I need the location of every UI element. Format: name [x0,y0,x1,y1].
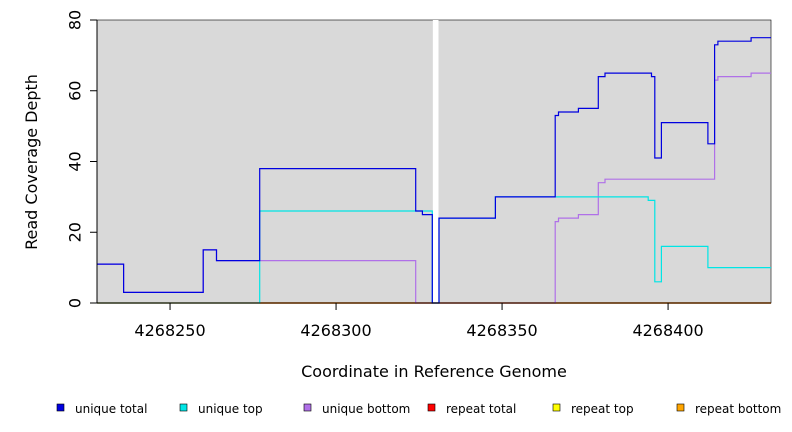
legend-label-2: unique bottom [322,402,410,416]
coverage-gap-layer [432,20,439,303]
x-tick-label: 4268250 [134,321,205,340]
x-tick-label: 4268300 [300,321,371,340]
y-tick-label: 60 [66,81,85,101]
legend-swatch-3 [427,403,436,412]
x-tick-label: 4268400 [632,321,703,340]
y-tick-label: 0 [66,298,85,308]
legend-swatch-0 [56,403,65,412]
legend-label-1: unique top [198,402,263,416]
y-tick-label: 20 [66,222,85,242]
y-axis-title: Read Coverage Depth [22,74,41,250]
legend-swatch-2 [303,403,312,412]
legend-label-5: repeat bottom [695,402,781,416]
x-axis-title: Coordinate in Reference Genome [301,362,567,381]
coverage-gap [432,20,439,303]
legend-swatch-1 [179,403,188,412]
axis-layer: 0 20 40 60 80 4268250 4268300 4268350 4268400 [66,10,771,340]
legend-label-0: unique total [75,402,147,416]
series-line-0 [97,37,771,304]
legend: unique total unique top unique bottom repea… [56,402,781,416]
legend-swatch-5 [676,403,685,412]
y-tick-label: 80 [66,10,85,30]
legend-label-3: repeat total [446,402,516,416]
y-tick-label: 40 [66,151,85,171]
legend-label-4: repeat top [571,402,634,416]
legend-swatch-4 [552,403,561,412]
x-tick-label: 4268350 [466,321,537,340]
